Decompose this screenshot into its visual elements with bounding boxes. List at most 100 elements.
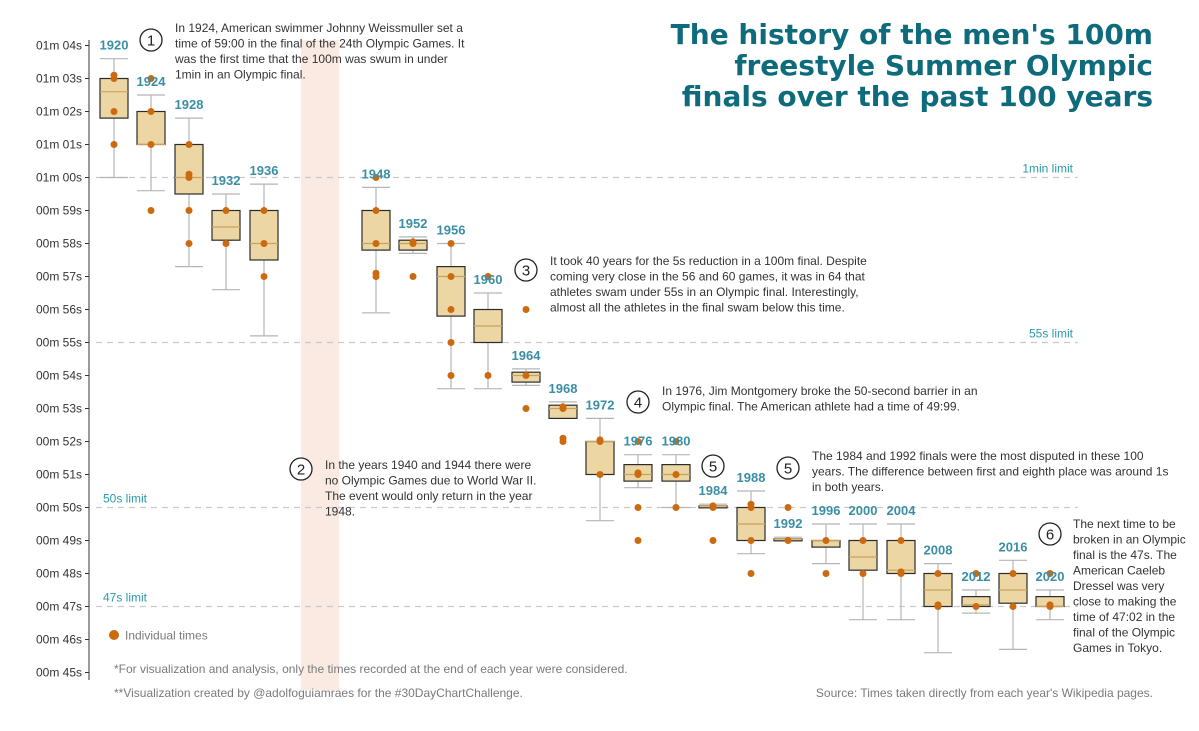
annotation-text-line: The event would only return in the year	[325, 489, 532, 503]
annotation-text-line: Games in Tokyo.	[1073, 641, 1162, 655]
annotation-number: 4	[634, 395, 642, 412]
individual-time-point	[822, 537, 830, 544]
annotation-text-line: It took 40 years for the 5s reduction in…	[550, 254, 867, 268]
boxplot-1960: 1960	[473, 272, 503, 390]
year-label: 1996	[812, 503, 841, 518]
boxplot-1976: 1976	[623, 434, 653, 544]
boxplot-2000: 2000	[848, 503, 878, 621]
annotation-number: 2	[297, 462, 305, 479]
boxplot-1920: 1920	[99, 38, 129, 179]
individual-time-point	[634, 438, 642, 445]
year-label: 1928	[175, 97, 204, 112]
boxplot-1992: 1992	[773, 504, 803, 544]
annotation-number-circle	[514, 258, 538, 282]
limit-label: 50s limit	[103, 492, 148, 506]
individual-time-point	[484, 372, 492, 379]
individual-time-point	[185, 207, 193, 214]
annotation-number-circle	[776, 456, 800, 480]
individual-time-point	[634, 469, 642, 477]
annotation-text-line: time of 47:02 in the	[1073, 610, 1175, 624]
y-tick-label: 00m 54s	[36, 369, 82, 383]
box	[211, 209, 241, 241]
individual-time-point	[222, 207, 230, 214]
individual-time-point	[447, 306, 455, 313]
annotation-text-line: Dressel was very	[1073, 579, 1164, 593]
individual-time-point	[709, 537, 717, 544]
annotation-text-line: almost all the athletes in the final swa…	[550, 301, 845, 315]
limit-lines: 1min limit 55s limit 50s limit 47s limit	[96, 162, 1078, 608]
y-tick-label: 00m 52s	[36, 435, 82, 449]
annotation-text-line: final of the Olympic	[1073, 626, 1175, 640]
y-tick-label: 00m 53s	[36, 402, 82, 416]
boxplot-1996: 1996	[811, 503, 841, 577]
individual-time-point	[147, 141, 155, 148]
annotation-number: 1	[147, 33, 155, 50]
annotation-text-line: 1min in an Olympic final.	[175, 68, 306, 82]
annotation-text-line: In the years 1940 and 1944 there were	[325, 458, 531, 472]
year-label: 1992	[774, 516, 803, 531]
chart-title-line: freestyle Summer Olympic	[734, 49, 1153, 82]
box	[998, 572, 1028, 604]
y-tick-label: 00m 57s	[36, 270, 82, 284]
individual-time-point	[372, 269, 380, 277]
y-tick-label: 01m 00s	[36, 171, 82, 185]
annotation-number-circle	[139, 28, 163, 52]
y-tick-label: 00m 49s	[36, 534, 82, 548]
individual-time-point	[747, 537, 755, 544]
individual-time-point	[747, 570, 755, 577]
individual-time-point	[634, 537, 642, 544]
individual-time-point	[110, 108, 118, 115]
annotation-4: 4 In 1976, Jim Montgomery broke the 50-se…	[626, 384, 978, 414]
individual-time-point	[972, 603, 980, 610]
year-label: 1964	[512, 348, 542, 363]
annotation-number: 5	[784, 461, 792, 478]
year-label: 1968	[549, 381, 578, 396]
individual-time-point	[372, 207, 380, 214]
annotations: 1 In 1924, American swimmer Johnny Weissm…	[139, 21, 1186, 655]
boxplot-2008: 2008	[923, 543, 953, 654]
boxplot-2020: 2020	[1035, 569, 1065, 621]
annotation-text-line: years. The difference between first and …	[812, 465, 1168, 479]
boxplot-1956: 1956	[436, 223, 466, 390]
individual-time-point	[972, 570, 980, 577]
year-label: 2000	[849, 503, 878, 518]
individual-time-point	[559, 403, 567, 411]
boxplot-1964: 1964	[511, 306, 542, 412]
individual-time-point	[522, 372, 530, 379]
individual-time-point	[372, 174, 380, 181]
y-tick-label: 00m 50s	[36, 501, 82, 515]
year-label: 2004	[887, 503, 917, 518]
year-label: 1956	[437, 223, 466, 238]
annotation-6: 5 The 1984 and 1992 finals were the most …	[776, 449, 1168, 494]
individual-time-point	[409, 238, 417, 246]
individual-time-point	[372, 240, 380, 247]
individual-time-point	[260, 207, 268, 214]
y-tick-label: 01m 04s	[36, 39, 82, 53]
individual-time-point	[522, 306, 530, 313]
individual-time-point	[634, 504, 642, 511]
individual-time-point	[147, 207, 155, 214]
individual-time-point	[185, 240, 193, 247]
boxplot-1984: 1984	[698, 483, 728, 544]
year-label: 1920	[100, 38, 129, 53]
annotation-number: 6	[1046, 527, 1054, 544]
individual-time-point	[822, 570, 830, 577]
y-tick-label: 00m 48s	[36, 567, 82, 581]
annotation-1: 1 In 1924, American swimmer Johnny Weissm…	[139, 21, 465, 82]
individual-time-point	[447, 372, 455, 379]
box	[886, 539, 916, 575]
y-tick-label: 00m 46s	[36, 633, 82, 647]
boxplot-1936: 1936	[249, 163, 279, 337]
legend-marker	[109, 630, 119, 640]
boxplot-1924: 1924	[136, 74, 166, 214]
individual-time-point	[709, 502, 717, 510]
individual-time-point	[859, 537, 867, 544]
y-tick-label: 00m 47s	[36, 600, 82, 614]
individual-time-point	[672, 504, 680, 511]
individual-time-point	[672, 438, 680, 445]
boxplot-2004: 2004	[886, 503, 917, 621]
annotation-number: 3	[522, 263, 530, 280]
y-tick-label: 00m 55s	[36, 336, 82, 350]
